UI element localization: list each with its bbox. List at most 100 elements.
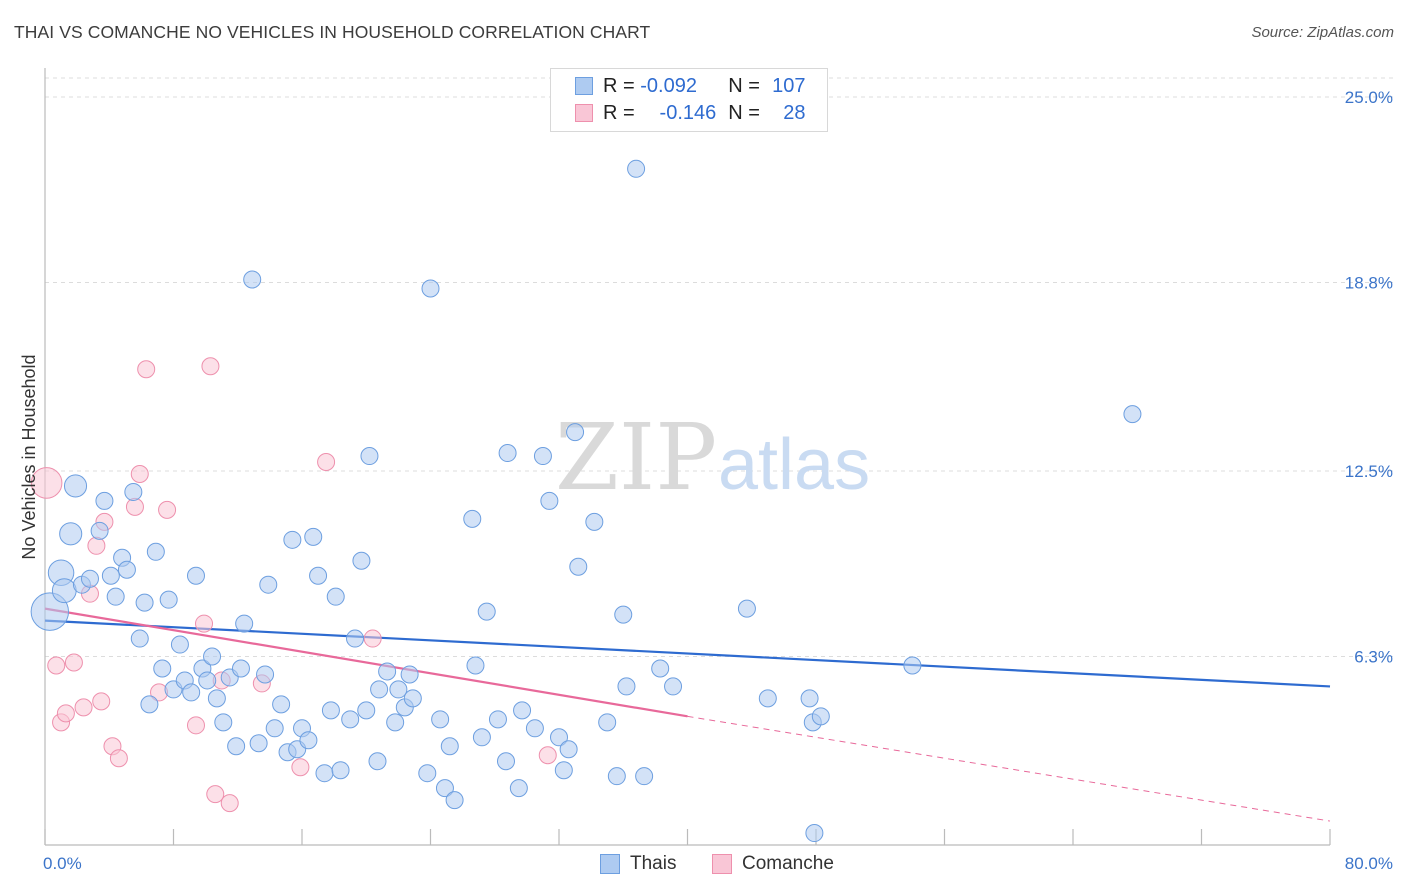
thais-point xyxy=(315,764,334,783)
thais-point xyxy=(651,659,670,678)
thais-point xyxy=(153,659,172,678)
thais-point xyxy=(431,710,450,729)
thais-point xyxy=(758,689,777,708)
grid-lines xyxy=(45,77,1395,658)
thais-point xyxy=(256,665,275,684)
y-tick-label: 6.3% xyxy=(1354,648,1393,667)
thais-point xyxy=(331,761,350,780)
bottom-legend-comanche[interactable]: Comanche xyxy=(712,852,834,876)
x-tick-label: 0.0% xyxy=(43,854,82,873)
thais-n-label: N = xyxy=(728,74,760,97)
trend-lines xyxy=(44,607,1331,822)
thais-trend-line xyxy=(44,619,1331,688)
thais-point xyxy=(243,270,262,289)
comanche-point xyxy=(291,758,310,777)
bottom-legend-thais[interactable]: Thais xyxy=(600,852,676,876)
comanche-legend-swatch xyxy=(712,854,732,874)
thais-point xyxy=(488,710,507,729)
watermark-zip: ZIP xyxy=(555,404,717,511)
thais-point xyxy=(903,656,922,675)
thais-point xyxy=(368,752,387,771)
y-axis-label: No Vehicles in Household xyxy=(19,354,39,559)
comanche-point xyxy=(206,785,225,804)
thais-point xyxy=(135,593,154,612)
thais-point xyxy=(272,695,291,714)
thais-point xyxy=(80,569,99,588)
thais-n-value: 107 xyxy=(772,74,806,97)
thais-point xyxy=(106,587,125,606)
thais-point xyxy=(90,521,109,540)
thais-point xyxy=(227,737,246,756)
thais-point xyxy=(321,701,340,720)
tick-labels: 6.3% 12.5% 18.8% 25.0% 0.0% 80.0% xyxy=(43,88,1393,873)
thais-point xyxy=(140,695,159,714)
thais-point xyxy=(614,605,633,624)
comanche-n-value: 28 xyxy=(783,101,806,124)
thais-point xyxy=(496,752,515,771)
thais-point xyxy=(124,482,143,501)
thais-point xyxy=(235,614,254,633)
thais-point xyxy=(389,680,408,699)
thais-point xyxy=(617,677,636,696)
comanche-r-value: -0.146 xyxy=(659,101,717,124)
comanche-point xyxy=(220,794,239,813)
comanche-n-label: N = xyxy=(728,101,760,124)
comanche-point xyxy=(158,500,177,519)
comanche-point xyxy=(538,746,557,765)
thais-point xyxy=(513,701,532,720)
comanche-point xyxy=(74,698,93,717)
correlation-legend: R = -0.092 N = 107 R = -0.146 N = 28 xyxy=(550,68,828,132)
thais-point xyxy=(737,599,756,618)
legend-row-comanche: R = -0.146 N = 28 xyxy=(575,100,806,126)
thais-point xyxy=(477,602,496,621)
thais-point xyxy=(635,767,654,786)
x-tick-label: 80.0% xyxy=(1345,854,1393,873)
thais-point xyxy=(533,447,552,466)
thais-point xyxy=(569,557,588,576)
thais-point xyxy=(304,527,323,546)
thais-point xyxy=(472,728,491,747)
thais-point xyxy=(117,560,136,579)
thais-point xyxy=(326,587,345,606)
thais-point xyxy=(400,665,419,684)
comanche-point xyxy=(195,614,214,633)
thais-legend-swatch xyxy=(600,854,620,874)
watermark-atlas: atlas xyxy=(718,425,870,505)
comanche-point xyxy=(30,467,63,499)
comanche-legend-label: Comanche xyxy=(742,853,834,874)
thais-point xyxy=(249,734,268,753)
comanche-trend-extension xyxy=(687,715,1331,822)
thais-point xyxy=(198,671,217,690)
thais-point xyxy=(664,677,683,696)
thais-point xyxy=(207,689,226,708)
thais-point xyxy=(341,710,360,729)
comanche-point xyxy=(201,357,220,376)
thais-r-label: R = xyxy=(603,74,635,97)
thais-point xyxy=(540,491,559,510)
data-points xyxy=(30,159,1142,843)
comanche-point xyxy=(125,497,144,516)
comanche-point xyxy=(137,360,156,379)
thais-point xyxy=(403,689,422,708)
thais-point xyxy=(386,713,405,732)
thais-point xyxy=(346,629,365,648)
thais-point xyxy=(554,761,573,780)
chart-title: THAI VS COMANCHE NO VEHICLES IN HOUSEHOL… xyxy=(14,22,651,42)
comanche-trend-line xyxy=(44,607,688,718)
thais-point xyxy=(299,731,318,750)
thais-r-value: -0.092 xyxy=(640,74,697,97)
thais-point xyxy=(435,779,454,798)
comanche-point xyxy=(64,653,83,672)
comanche-point xyxy=(92,692,111,711)
comanche-point xyxy=(130,464,149,483)
comanche-point xyxy=(109,749,128,768)
zipatlas-watermark: ZIP atlas xyxy=(555,404,870,511)
comanche-point xyxy=(87,536,106,555)
thais-point xyxy=(550,728,568,747)
thais-point xyxy=(170,635,189,654)
thais-point xyxy=(186,566,205,585)
comanche-point xyxy=(56,704,75,723)
thais-swatch xyxy=(575,77,593,95)
comanche-swatch xyxy=(575,104,593,122)
